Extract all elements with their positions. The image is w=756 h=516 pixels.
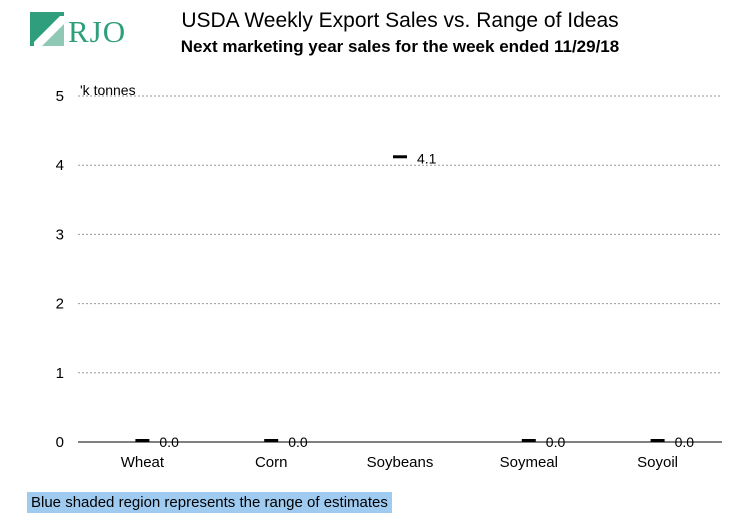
rjo-logo-mark <box>30 12 64 46</box>
data-label: 0.0 <box>159 434 179 450</box>
x-tick-label: Wheat <box>121 454 165 471</box>
y-tick-label: 5 <box>56 88 64 105</box>
y-tick-label: 1 <box>56 365 64 382</box>
data-label: 4.1 <box>417 150 437 166</box>
footnote: Blue shaded region represents the range … <box>27 492 392 513</box>
x-tick-label: Soybeans <box>367 454 434 471</box>
y-tick-label: 2 <box>56 296 64 313</box>
y-tick-label: 3 <box>56 226 64 243</box>
x-tick-label: Soyoil <box>637 454 678 471</box>
y-tick-label: 4 <box>56 157 64 174</box>
x-tick-label: Corn <box>255 454 288 471</box>
chart-subtitle: Next marketing year sales for the week e… <box>180 37 620 56</box>
chart-title: USDA Weekly Export Sales vs. Range of Id… <box>181 9 619 32</box>
data-label: 0.0 <box>675 434 695 450</box>
rjo-logo: RJO <box>30 10 130 50</box>
y-axis-label: 'k tonnes <box>80 82 136 98</box>
x-tick-label: Soymeal <box>500 454 558 471</box>
y-tick-label: 0 <box>56 434 64 451</box>
logo-text: RJO <box>68 14 127 49</box>
data-label: 0.0 <box>288 434 308 450</box>
data-label: 0.0 <box>546 434 566 450</box>
